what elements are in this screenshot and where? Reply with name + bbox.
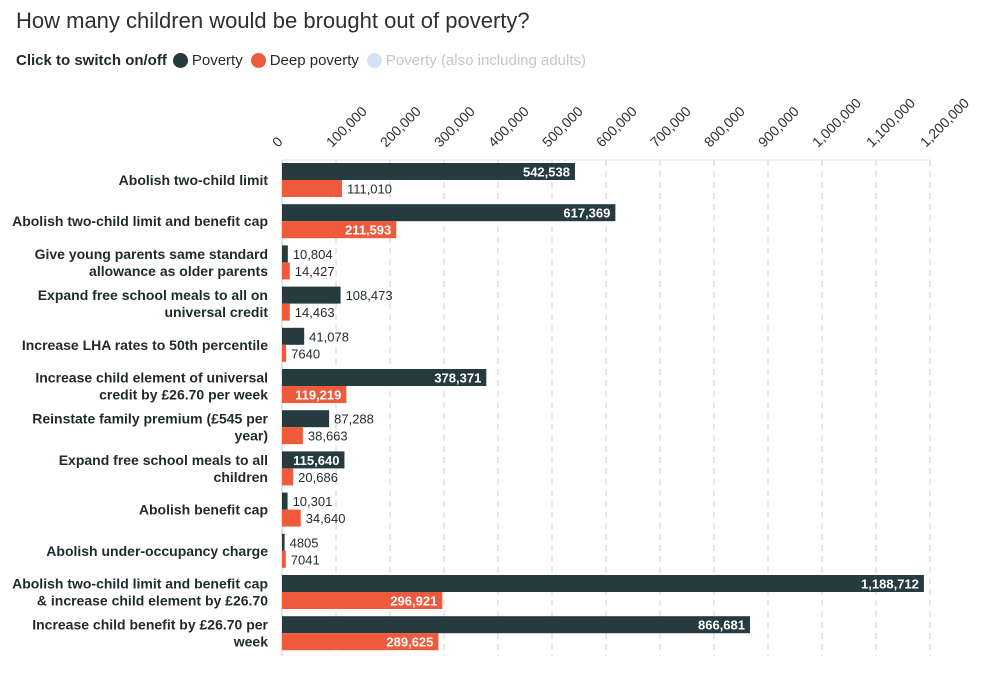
x-tick-label: 1,200,000 [917,95,973,151]
deep-poverty-bar[interactable] [282,468,294,486]
poverty-bar[interactable] [282,575,924,592]
legend-item-poverty-including-adults[interactable]: Poverty (also including adults) [366,51,587,69]
deep-poverty-bar[interactable] [282,550,286,568]
poverty-value-label: 10,804 [293,247,333,262]
deep-poverty-bar[interactable] [282,427,303,445]
deep-poverty-dot-icon [250,52,266,68]
deep-poverty-bar[interactable] [282,509,301,527]
category-label: Give young parents same standard allowanc… [35,246,269,279]
poverty-bar[interactable] [282,533,285,551]
deep-poverty-value-label: 34,640 [306,511,346,526]
poverty-value-label: 4805 [290,535,319,550]
x-tick-label: 700,000 [647,103,694,150]
poverty-bar[interactable] [282,245,288,263]
legend-item-deep-poverty[interactable]: Deep poverty [250,51,359,69]
deep-poverty-bar[interactable] [282,592,443,609]
poverty-bar[interactable] [282,286,341,304]
poverty-value-label: 41,078 [309,329,349,344]
poverty-value-label: 866,681 [698,618,745,633]
deep-poverty-value-label: 289,625 [386,635,433,650]
category-label: Increase child element of universal credi… [35,370,268,403]
poverty-value-label: 10,301 [293,494,333,509]
poverty-bar[interactable] [282,616,751,634]
x-tick-label: 500,000 [539,103,586,150]
deep-poverty-bar[interactable] [282,262,290,280]
x-tick-label: 100,000 [323,103,370,150]
legend: Click to switch on/off Poverty Deep pove… [16,50,594,70]
poverty-bar[interactable] [282,492,288,510]
chart-title: How many children would be brought out o… [16,8,530,33]
category-label: Expand free school meals to all children [59,452,268,485]
legend-item-poverty[interactable]: Poverty [172,51,243,69]
deep-poverty-bar[interactable] [282,633,439,651]
x-tick-label: 0 [269,133,286,150]
poverty-value-label: 87,288 [334,412,374,427]
poverty-bar[interactable] [282,163,575,180]
category-label: Abolish two-child limit [119,172,269,188]
deep-poverty-bar[interactable] [282,180,342,197]
deep-poverty-value-label: 111,010 [347,182,392,197]
category-label: Increase LHA rates to 50th percentile [22,337,268,353]
poverty-bar[interactable] [282,327,305,345]
deep-poverty-value-label: 119,219 [295,388,341,403]
poverty-bar[interactable] [282,204,616,222]
x-tick-label: 200,000 [377,103,424,150]
deep-poverty-bar[interactable] [282,344,287,362]
legend-item-label: Deep poverty [269,51,359,69]
poverty-adults-dot-icon [366,52,382,68]
poverty-value-label: 115,640 [293,453,339,468]
poverty-value-label: 1,188,712 [861,577,919,592]
category-label: Abolish under-occupancy charge [46,543,268,559]
legend-item-label: Poverty [191,51,243,69]
deep-poverty-value-label: 7640 [291,346,320,361]
x-tick-label: 1,100,000 [863,95,919,151]
category-label: Abolish benefit cap [139,502,268,518]
x-tick-label: 400,000 [485,103,532,150]
x-tick-label: 300,000 [431,103,478,150]
poverty-value-label: 542,538 [523,165,570,180]
deep-poverty-value-label: 20,686 [298,470,338,485]
deep-poverty-value-label: 296,921 [390,594,437,609]
legend-instruction: Click to switch on/off [16,51,167,69]
deep-poverty-bar[interactable] [282,303,290,321]
category-label: Abolish two-child limit and benefit cap [12,213,268,229]
poverty-value-label: 378,371 [434,371,481,386]
deep-poverty-value-label: 38,663 [308,429,348,444]
category-label: Reinstate family premium (£545 per year) [32,411,268,444]
deep-poverty-value-label: 211,593 [345,223,391,238]
x-tick-label: 800,000 [701,103,748,150]
deep-poverty-bar[interactable] [282,221,397,239]
poverty-value-label: 108,473 [346,288,393,303]
deep-poverty-value-label: 14,463 [295,305,335,320]
x-tick-label: 900,000 [755,103,802,150]
x-tick-label: 600,000 [593,103,640,150]
poverty-bar[interactable] [282,369,487,386]
deep-poverty-value-label: 7041 [291,552,320,567]
category-label: Expand free school meals to all on univer… [38,287,269,320]
x-tick-label: 1,000,000 [809,95,865,151]
deep-poverty-value-label: 14,427 [295,264,335,279]
poverty-bar[interactable] [282,451,345,469]
category-label: Increase child benefit by £26.70 per week [32,617,268,650]
deep-poverty-bar[interactable] [282,386,347,403]
poverty-value-label: 617,369 [563,206,610,221]
category-label: Abolish two-child limit and benefit cap &… [12,576,268,609]
poverty-bar[interactable] [282,410,330,428]
legend-item-label: Poverty (also including adults) [385,51,587,69]
poverty-dot-icon [172,52,188,68]
